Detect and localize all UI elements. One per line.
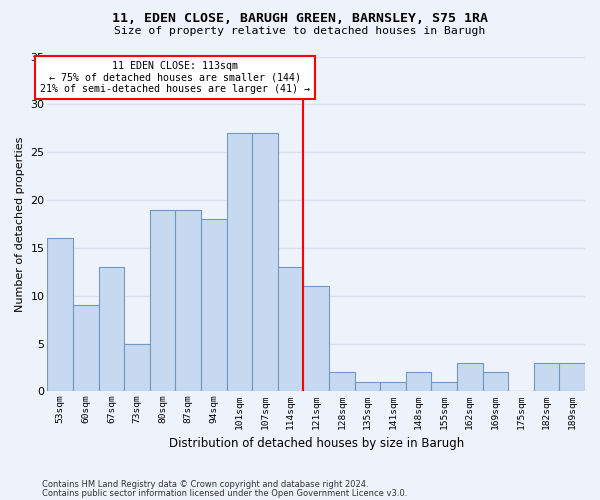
Bar — [124, 344, 150, 392]
Bar — [380, 382, 406, 392]
Bar — [227, 133, 252, 392]
Bar — [431, 382, 457, 392]
Text: Size of property relative to detached houses in Barugh: Size of property relative to detached ho… — [115, 26, 485, 36]
Bar — [355, 382, 380, 392]
Bar — [559, 362, 585, 392]
Text: Contains HM Land Registry data © Crown copyright and database right 2024.: Contains HM Land Registry data © Crown c… — [42, 480, 368, 489]
Y-axis label: Number of detached properties: Number of detached properties — [15, 136, 25, 312]
Text: 11, EDEN CLOSE, BARUGH GREEN, BARNSLEY, S75 1RA: 11, EDEN CLOSE, BARUGH GREEN, BARNSLEY, … — [112, 12, 488, 26]
Bar — [73, 306, 98, 392]
Bar — [98, 267, 124, 392]
X-axis label: Distribution of detached houses by size in Barugh: Distribution of detached houses by size … — [169, 437, 464, 450]
Bar — [534, 362, 559, 392]
Bar — [150, 210, 175, 392]
Bar — [47, 238, 73, 392]
Bar — [329, 372, 355, 392]
Bar — [482, 372, 508, 392]
Text: 11 EDEN CLOSE: 113sqm
← 75% of detached houses are smaller (144)
21% of semi-det: 11 EDEN CLOSE: 113sqm ← 75% of detached … — [40, 62, 310, 94]
Bar — [457, 362, 482, 392]
Text: Contains public sector information licensed under the Open Government Licence v3: Contains public sector information licen… — [42, 488, 407, 498]
Bar — [252, 133, 278, 392]
Bar — [304, 286, 329, 392]
Bar — [201, 219, 227, 392]
Bar — [278, 267, 304, 392]
Bar — [175, 210, 201, 392]
Bar — [406, 372, 431, 392]
